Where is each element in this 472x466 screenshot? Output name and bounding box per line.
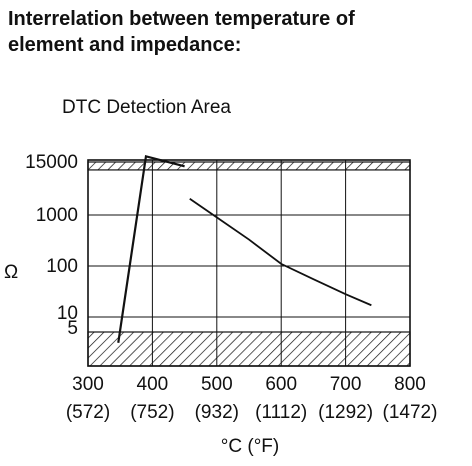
detection-band-lower	[87, 331, 411, 367]
x-axis-label: °C (°F)	[221, 436, 279, 457]
plot-frame	[87, 159, 411, 367]
y-tick-label: 5	[67, 318, 78, 339]
y-tick-label: 100	[46, 256, 78, 277]
x-tick-label-f: (752)	[130, 402, 174, 423]
x-tick-label-f: (1292)	[318, 402, 373, 423]
x-tick-label-c: 300	[72, 374, 104, 395]
title-line-1: Interrelation between temperature of	[8, 8, 355, 30]
x-tick-label-f: (932)	[195, 402, 239, 423]
x-tick-label-f: (1472)	[383, 402, 438, 423]
chart-title: Interrelation between temperature of ele…	[8, 6, 355, 58]
x-tick-label-f: (1112)	[255, 402, 307, 423]
y-tick-label: 15000	[25, 152, 78, 173]
y-tick-label: 10	[57, 303, 78, 324]
title-line-2: element and impedance:	[8, 34, 242, 56]
detection-area-pointer	[117, 154, 185, 343]
x-tick-label-c: 600	[265, 374, 297, 395]
detection-area-annotation: DTC Detection Area	[62, 97, 231, 118]
x-tick-label-f: (572)	[66, 402, 110, 423]
x-tick-label-c: 400	[137, 374, 169, 395]
x-tick-label-c: 800	[394, 374, 426, 395]
y-axis-label: Ω	[4, 262, 18, 283]
x-tick-label-c: 700	[330, 374, 362, 395]
detection-band-upper	[87, 161, 411, 171]
x-tick-label-c: 500	[201, 374, 233, 395]
y-tick-label: 1000	[36, 205, 78, 226]
